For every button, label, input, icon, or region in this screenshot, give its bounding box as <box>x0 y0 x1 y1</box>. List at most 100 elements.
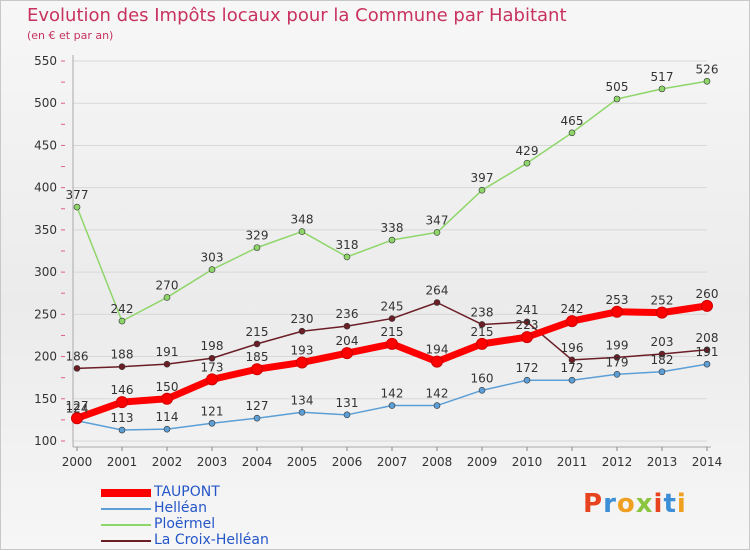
data-point-la-croix-hell-an <box>523 318 531 326</box>
x-tick-label: 2008 <box>422 455 453 469</box>
data-point-la-croix-hell-an <box>73 365 81 372</box>
data-point-la-croix-hell-an <box>208 354 216 362</box>
data-label-la-croix-hell-an: 196 <box>561 341 584 355</box>
x-tick-label: 2007 <box>377 455 408 469</box>
data-label-taupont: 204 <box>336 334 359 348</box>
data-label-hell-an: 182 <box>651 353 674 367</box>
data-point-hell-an <box>208 419 216 427</box>
logo-letter: x <box>635 489 654 519</box>
data-point-la-croix-hell-an <box>658 350 666 358</box>
data-point-taupont <box>566 315 578 328</box>
y-tick-label: 100 <box>34 434 57 448</box>
data-point-la-croix-hell-an <box>343 322 351 330</box>
data-point-plo-rmel <box>613 95 621 103</box>
data-point-la-croix-hell-an <box>568 356 576 364</box>
data-label-la-croix-hell-an: 198 <box>201 339 224 353</box>
data-point-taupont <box>431 355 443 368</box>
legend-item: TAUPONT <box>101 484 341 501</box>
data-point-plo-rmel <box>568 129 576 137</box>
x-tick-label: 2004 <box>242 455 273 469</box>
legend-swatch <box>101 508 151 510</box>
data-label-taupont: 242 <box>561 302 584 316</box>
data-label-plo-rmel: 505 <box>606 80 629 94</box>
data-point-hell-an <box>568 376 576 384</box>
data-label-hell-an: 172 <box>516 361 539 375</box>
data-label-la-croix-hell-an: 186 <box>66 349 89 363</box>
data-point-taupont <box>206 373 218 386</box>
data-point-plo-rmel <box>343 253 351 261</box>
data-point-taupont <box>341 347 353 360</box>
chart-title: Evolution des Impôts locaux pour la Comm… <box>27 5 567 26</box>
data-label-hell-an: 142 <box>426 387 449 401</box>
data-point-taupont <box>71 412 83 425</box>
data-label-hell-an: 160 <box>471 371 494 385</box>
data-label-taupont: 253 <box>606 293 629 307</box>
data-point-hell-an <box>478 387 486 394</box>
data-label-la-croix-hell-an: 208 <box>696 331 719 345</box>
y-tick-label: 350 <box>34 223 57 237</box>
data-label-taupont: 185 <box>246 350 269 364</box>
data-point-hell-an <box>613 370 621 378</box>
data-label-la-croix-hell-an: 245 <box>381 300 404 314</box>
data-point-la-croix-hell-an <box>478 321 486 328</box>
x-tick-label: 2002 <box>152 455 183 469</box>
data-point-taupont <box>251 363 263 376</box>
data-point-plo-rmel <box>478 186 486 194</box>
y-tick-label: 400 <box>34 181 57 195</box>
y-tick-label: 200 <box>34 350 57 364</box>
data-point-plo-rmel <box>703 77 711 85</box>
x-tick-label: 2005 <box>287 455 318 469</box>
data-label-la-croix-hell-an: 188 <box>111 348 134 362</box>
data-label-hell-an: 142 <box>381 387 404 401</box>
logo-letter: P <box>583 489 604 519</box>
data-label-la-croix-hell-an: 238 <box>471 305 494 319</box>
data-label-hell-an: 134 <box>291 393 314 407</box>
data-label-taupont: 223 <box>516 318 539 332</box>
data-point-hell-an <box>433 402 441 409</box>
x-tick-label: 2006 <box>332 455 363 469</box>
data-label-taupont: 193 <box>291 343 314 357</box>
data-point-plo-rmel <box>118 317 126 325</box>
data-point-la-croix-hell-an <box>253 340 261 348</box>
y-tick-label: 500 <box>34 96 57 110</box>
data-label-taupont: 127 <box>66 399 89 413</box>
data-label-taupont: 173 <box>201 360 224 374</box>
x-tick-label: 2010 <box>512 455 543 469</box>
y-tick-label: 150 <box>34 392 57 406</box>
data-point-taupont <box>161 392 173 405</box>
data-label-hell-an: 127 <box>246 399 269 413</box>
data-point-taupont <box>476 337 488 350</box>
data-label-la-croix-hell-an: 241 <box>516 303 539 317</box>
logo-letter: i <box>653 489 664 519</box>
x-tick-label: 2013 <box>647 455 678 469</box>
data-label-plo-rmel: 303 <box>201 251 224 265</box>
x-tick-label: 2011 <box>557 455 588 469</box>
legend-label: TAUPONT <box>154 484 220 500</box>
data-point-taupont <box>611 305 623 318</box>
data-label-plo-rmel: 347 <box>426 213 449 227</box>
data-point-hell-an <box>658 368 666 376</box>
data-point-la-croix-hell-an <box>433 299 441 306</box>
data-label-taupont: 146 <box>111 383 134 397</box>
data-point-taupont <box>701 299 713 312</box>
data-label-plo-rmel: 348 <box>291 213 314 227</box>
data-point-plo-rmel <box>73 203 81 211</box>
data-label-plo-rmel: 465 <box>561 114 584 128</box>
data-point-plo-rmel <box>658 85 666 93</box>
data-label-taupont: 260 <box>696 287 719 301</box>
chart-subtitle: (en € et par an) <box>27 29 114 42</box>
data-label-plo-rmel: 517 <box>651 70 674 84</box>
data-point-la-croix-hell-an <box>388 315 396 322</box>
data-label-hell-an: 124 <box>66 402 89 416</box>
x-tick-label: 2003 <box>197 455 228 469</box>
data-label-taupont: 252 <box>651 294 674 308</box>
data-label-plo-rmel: 318 <box>336 238 359 252</box>
x-tick-label: 2012 <box>602 455 633 469</box>
data-point-la-croix-hell-an <box>298 327 306 335</box>
data-label-taupont: 150 <box>156 380 179 394</box>
data-label-hell-an: 131 <box>336 396 359 410</box>
data-point-hell-an <box>343 411 351 419</box>
data-label-plo-rmel: 377 <box>66 188 89 202</box>
legend-item: La Croix-Helléan <box>101 532 341 549</box>
